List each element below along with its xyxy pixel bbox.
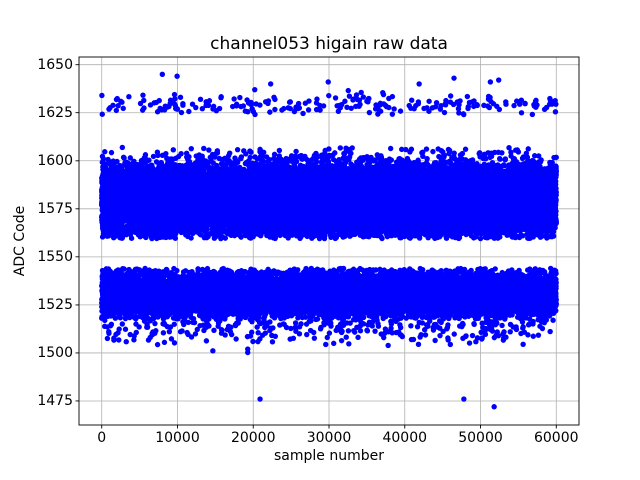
- x-tick-label-20000: 20000: [230, 430, 276, 446]
- x-tick-label-50000: 50000: [458, 430, 503, 446]
- y-tick-label-1525: 1525: [37, 296, 73, 313]
- x-tick-label-40000: 40000: [382, 430, 428, 446]
- x-tick-label-30000: 30000: [306, 430, 352, 446]
- y-tick-label-1650: 1650: [37, 56, 73, 73]
- x-tick-label-10000: 10000: [155, 430, 200, 446]
- y-tick-label-1475: 1475: [37, 392, 73, 409]
- y-tick-label-1625: 1625: [37, 104, 73, 121]
- y-tick-label-1600: 1600: [37, 152, 73, 169]
- y-tick-label-1500: 1500: [37, 344, 73, 361]
- y-tick-label-1575: 1575: [37, 200, 73, 217]
- x-tick-label-60000: 60000: [533, 430, 579, 446]
- chart-title: channel053 higain raw data: [210, 34, 448, 54]
- x-axis-label: sample number: [274, 448, 384, 464]
- y-tick-label-1550: 1550: [37, 248, 73, 265]
- x-tick-label-0: 0: [97, 430, 107, 446]
